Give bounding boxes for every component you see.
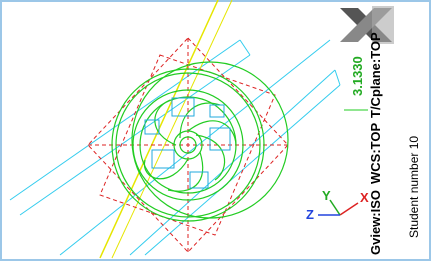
page: X Y Z Gview:ISO WCS:TOP T/Cplane:TOP 3.1… xyxy=(0,0,431,261)
axis-z-label: Z xyxy=(306,207,314,222)
viewport: X Y Z Gview:ISO WCS:TOP T/Cplane:TOP 3.1… xyxy=(0,0,431,261)
wcs-label: WCS:TOP xyxy=(368,123,383,184)
viewport-frame xyxy=(1,1,430,260)
dimension-label: 3.1330 xyxy=(350,56,365,96)
student-label: Student number 10 xyxy=(407,136,421,238)
cplane-label: T/Cplane:TOP xyxy=(368,32,383,118)
axis-y-label: Y xyxy=(322,188,331,203)
gview-label: Gview:ISO xyxy=(368,190,383,255)
